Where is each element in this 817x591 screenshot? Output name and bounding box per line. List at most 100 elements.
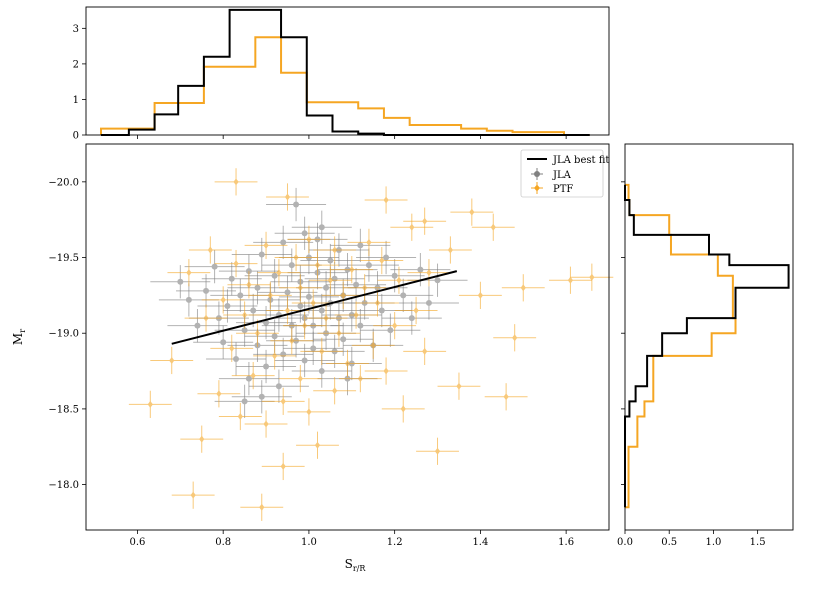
- point-ptf: [351, 331, 395, 359]
- marker-diamond: [469, 208, 475, 216]
- legend: JLA best fit JLA PTF: [520, 149, 609, 198]
- point-jla: [184, 249, 245, 284]
- point-ptf: [261, 452, 305, 481]
- marker-diamond: [297, 284, 303, 292]
- top-y-tick-label: 3: [73, 24, 79, 35]
- point-ptf: [364, 357, 408, 385]
- point-jla: [244, 259, 305, 293]
- point-ptf: [381, 395, 425, 423]
- marker-diamond: [362, 284, 368, 292]
- point-ptf: [128, 390, 172, 418]
- x-tick-label: 1.0: [301, 537, 317, 548]
- marker-circle: [220, 339, 227, 346]
- point-jla: [176, 274, 237, 308]
- marker-diamond: [267, 291, 273, 299]
- y-tick-label: −18.0: [48, 480, 79, 491]
- point-ptf: [278, 274, 322, 302]
- point-ptf: [296, 431, 339, 459]
- marker-diamond: [237, 412, 243, 420]
- marker-diamond: [332, 387, 338, 395]
- marker-diamond: [383, 196, 389, 204]
- marker-diamond: [302, 322, 308, 330]
- marker-circle: [357, 322, 364, 329]
- point-ptf: [304, 304, 348, 332]
- point-ptf: [450, 198, 494, 226]
- marker-circle: [254, 284, 261, 291]
- marker-diamond: [293, 254, 299, 262]
- marker-circle: [305, 293, 312, 300]
- marker-circle: [280, 239, 287, 246]
- point-ptf: [274, 243, 318, 272]
- marker-diamond: [280, 462, 286, 470]
- point-ptf: [390, 213, 434, 241]
- y-tick-label: −19.5: [48, 253, 79, 264]
- point-ptf: [278, 365, 322, 393]
- marker-diamond: [233, 178, 239, 186]
- main-plot-frame: [85, 143, 610, 531]
- top-histogram-frame: [85, 6, 610, 136]
- marker-diamond: [314, 441, 321, 449]
- marker-diamond: [366, 238, 372, 246]
- x-tick-label: 0.6: [129, 537, 145, 548]
- marker-circle: [318, 307, 325, 314]
- point-ptf: [214, 168, 258, 196]
- marker-diamond: [396, 276, 402, 284]
- point-ptf: [428, 236, 472, 264]
- point-jla: [266, 187, 327, 222]
- marker-diamond: [280, 397, 286, 405]
- point-jla: [231, 380, 292, 414]
- main-scatter-plot: 0.6 0.8 1.0 1.2 1.4 1.6 −20.0 −19.5 −19.0 −18.5 −1…: [11, 143, 614, 573]
- point-jla: [227, 271, 288, 305]
- marker-diamond: [263, 420, 269, 428]
- right-x-tick-label: 0.0: [617, 537, 633, 548]
- marker-circle: [357, 242, 364, 249]
- marker-diamond: [589, 273, 595, 281]
- marker-diamond: [284, 193, 291, 201]
- marker-circle: [211, 263, 218, 270]
- point-jla: [253, 225, 314, 260]
- marker-diamond: [276, 269, 282, 277]
- marker-diamond: [426, 269, 432, 277]
- marker-diamond: [314, 261, 321, 269]
- marker-diamond: [409, 223, 415, 231]
- point-ptf: [214, 249, 258, 278]
- point-ptf: [407, 259, 451, 287]
- point-jla: [313, 322, 374, 356]
- marker-circle: [408, 315, 415, 322]
- marker-circle: [271, 272, 278, 279]
- top-y-tick-label: 2: [73, 59, 79, 70]
- marker-circle: [323, 284, 330, 291]
- marker-diamond: [332, 246, 338, 254]
- legend-box: [520, 149, 604, 198]
- marker-circle: [391, 272, 398, 279]
- marker-diamond: [306, 408, 312, 416]
- marker-diamond: [216, 390, 222, 398]
- marker-circle: [258, 251, 265, 258]
- best-fit-line: [171, 270, 458, 345]
- marker-circle: [301, 230, 308, 237]
- marker-diamond: [199, 435, 205, 443]
- point-ptf: [364, 186, 408, 214]
- marker-diamond: [383, 367, 389, 375]
- point-ptf: [356, 289, 399, 317]
- marker-diamond: [186, 269, 192, 277]
- point-ptf: [458, 281, 502, 309]
- marker-circle: [224, 302, 231, 309]
- marker-diamond: [370, 341, 376, 349]
- point-ptf: [394, 296, 438, 325]
- point-ptf: [287, 398, 331, 426]
- legend-label-best-fit: JLA best fit: [552, 155, 609, 166]
- marker-circle: [293, 201, 300, 208]
- marker-circle: [280, 351, 287, 358]
- point-jla: [197, 289, 258, 323]
- marker-diamond: [353, 311, 359, 319]
- point-jla: [218, 361, 279, 396]
- point-jla: [274, 343, 335, 378]
- x-axis-label: Sr/R: [345, 557, 367, 573]
- marker-diamond: [374, 299, 381, 307]
- point-jla: [236, 349, 297, 384]
- point-ptf: [437, 372, 481, 400]
- point-ptf: [227, 271, 271, 299]
- marker-circle: [185, 296, 192, 303]
